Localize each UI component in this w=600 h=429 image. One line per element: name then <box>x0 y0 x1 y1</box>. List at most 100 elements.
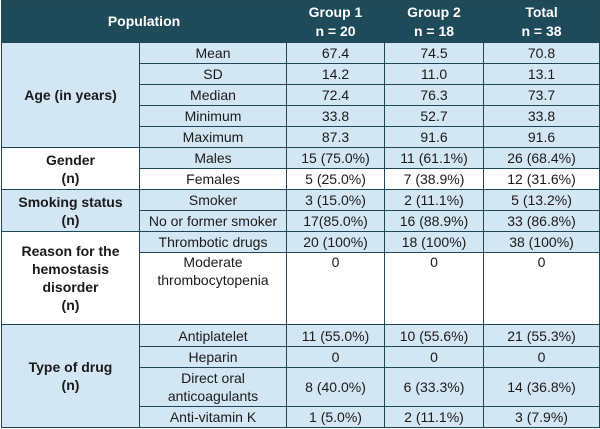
table-row: Direct oral anticoagulants 8 (40.0%) 6 (3… <box>2 367 600 407</box>
row-label: Mean <box>138 42 288 64</box>
row-label: Median <box>138 84 288 106</box>
group1-cell: 67.4 <box>286 42 386 64</box>
group2-n: n = 18 <box>413 22 455 39</box>
group2-cell: 6 (33.3%) <box>384 367 485 407</box>
row-label: Anti-vitamin K <box>138 406 288 428</box>
row-label-line1: Moderate <box>183 254 243 270</box>
total-cell: 33.8 <box>483 105 600 127</box>
table-row: Gender (n) Males 15 (75.0%) 11 (61.1%) 26… <box>1 147 600 190</box>
group1-cell: 14.2 <box>286 63 386 85</box>
group2-cell: 16 (88.9%) <box>384 210 485 232</box>
header-row: Population Group 1 n = 20 Group 2 n = 18 T… <box>0 0 600 43</box>
group1-header: Group 1 n = 20 <box>286 0 386 43</box>
total-cell: 91.6 <box>483 126 600 148</box>
table-row: No or former smoker 17(85.0%) 16 (88.9%)… <box>2 210 600 232</box>
group2-cell: 7 (38.9%) <box>384 168 485 190</box>
total-cell: 12 (31.6%) <box>483 168 600 190</box>
group2-cell: 0 <box>384 252 485 325</box>
table-row: Age (in years) Mean 67.4 74.5 70.8 <box>1 42 600 148</box>
group1-cell: 5 (25.0%) <box>286 168 386 190</box>
table-row: Type of drug (n) Antiplatelet 11 (55.0%) … <box>1 324 600 428</box>
group2-title: Group 2 <box>407 3 461 20</box>
total-n: n = 38 <box>521 22 562 39</box>
group2-cell: 10 (55.6%) <box>384 324 485 347</box>
total-cell: 14 (36.8%) <box>483 367 600 407</box>
group2-cell: 2 (11.1%) <box>384 406 485 428</box>
smoking-label-line2: (n) <box>61 211 80 228</box>
total-cell: 21 (55.3%) <box>483 324 600 347</box>
drug-category-label: Type of drug (n) <box>1 324 140 428</box>
table-row: Heparin 0 0 0 <box>2 346 600 368</box>
row-label-line2: thrombocytopenia <box>157 272 269 288</box>
group1-n: n = 20 <box>315 22 356 39</box>
table-row: SD 14.2 11.0 13.1 <box>2 63 600 85</box>
table-row: Smoking status (n) Smoker 3 (15.0%) 2 (11… <box>1 189 600 232</box>
group1-cell: 17(85.0%) <box>286 210 386 232</box>
group1-cell: 0 <box>286 252 386 325</box>
row-label: No or former smoker <box>138 210 288 232</box>
row-label: Heparin <box>138 346 288 368</box>
age-category-label: Age (in years) <box>1 42 140 148</box>
group1-cell: 87.3 <box>286 126 386 148</box>
group1-title: Group 1 <box>308 3 363 20</box>
row-label-line1: Direct oral <box>181 370 245 386</box>
row-label: Maximum <box>138 126 288 148</box>
drug-label-line1: Type of drug <box>28 359 113 375</box>
total-cell: 26 (68.4%) <box>483 147 600 169</box>
group2-cell: 74.5 <box>384 42 485 64</box>
reason-label-line3: disorder <box>42 279 99 295</box>
table-row: Maximum 87.3 91.6 91.6 <box>2 126 600 148</box>
reason-label-line4: (n) <box>61 297 80 313</box>
row-label: SD <box>138 63 288 85</box>
table-row: Minimum 33.8 52.7 33.8 <box>2 105 600 127</box>
total-cell: 73.7 <box>483 84 600 106</box>
group1-cell: 72.4 <box>286 84 386 106</box>
reason-label-line1: Reason for the <box>21 243 120 259</box>
total-cell: 13.1 <box>483 63 600 85</box>
row-label: Thrombotic drugs <box>138 231 288 253</box>
reason-label-line2: hemostasis <box>31 261 110 277</box>
row-label: Moderate thrombocytopenia <box>138 252 288 325</box>
total-cell: 3 (7.9%) <box>483 406 600 428</box>
smoking-category-label: Smoking status (n) <box>1 189 140 232</box>
row-label: Antiplatelet <box>138 324 288 347</box>
row-label: Smoker <box>138 189 288 211</box>
total-header: Total n = 38 <box>483 0 600 43</box>
group1-cell: 15 (75.0%) <box>286 147 386 169</box>
group2-cell: 91.6 <box>384 126 485 148</box>
row-label: Minimum <box>138 105 288 127</box>
table-row: Reason for the hemostasis disorder (n) Thro… <box>1 231 600 325</box>
gender-category-label: Gender (n) <box>1 147 140 190</box>
group1-cell: 11 (55.0%) <box>286 324 386 347</box>
group2-cell: 0 <box>384 346 485 368</box>
total-title: Total <box>525 3 558 20</box>
gender-label-line2: (n) <box>61 169 80 186</box>
row-label: Direct oral anticoagulants <box>138 367 288 407</box>
group1-cell: 0 <box>286 346 386 368</box>
total-cell: 5 (13.2%) <box>483 189 600 211</box>
group1-cell: 1 (5.0%) <box>286 406 386 428</box>
row-label: Females <box>138 168 288 190</box>
group2-cell: 76.3 <box>384 84 485 106</box>
smoking-label-line1: Smoking status <box>18 193 123 210</box>
population-header: Population <box>0 0 288 43</box>
gender-label-line1: Gender <box>45 151 95 168</box>
total-cell: 38 (100%) <box>483 231 600 253</box>
row-label-line2: anticoagulants <box>167 388 259 404</box>
group2-cell: 18 (100%) <box>384 231 485 253</box>
drug-label-line2: (n) <box>61 377 80 393</box>
total-cell: 33 (86.8%) <box>483 210 600 232</box>
group2-cell: 52.7 <box>384 105 485 127</box>
total-cell: 0 <box>483 252 600 325</box>
group2-cell: 11.0 <box>384 63 485 85</box>
reason-category-label: Reason for the hemostasis disorder (n) <box>1 231 140 325</box>
table-row: Anti-vitamin K 1 (5.0%) 2 (11.1%) 3 (7.9… <box>2 406 600 428</box>
table-row: Moderate thrombocytopenia 0 0 0 <box>2 252 600 325</box>
group2-cell: 2 (11.1%) <box>384 189 485 211</box>
group1-cell: 8 (40.0%) <box>286 367 386 407</box>
total-cell: 0 <box>483 346 600 368</box>
group2-header: Group 2 n = 18 <box>384 0 485 43</box>
table-row: Females 5 (25.0%) 7 (38.9%) 12 (31.6%) <box>2 168 600 190</box>
total-cell: 70.8 <box>483 42 600 64</box>
